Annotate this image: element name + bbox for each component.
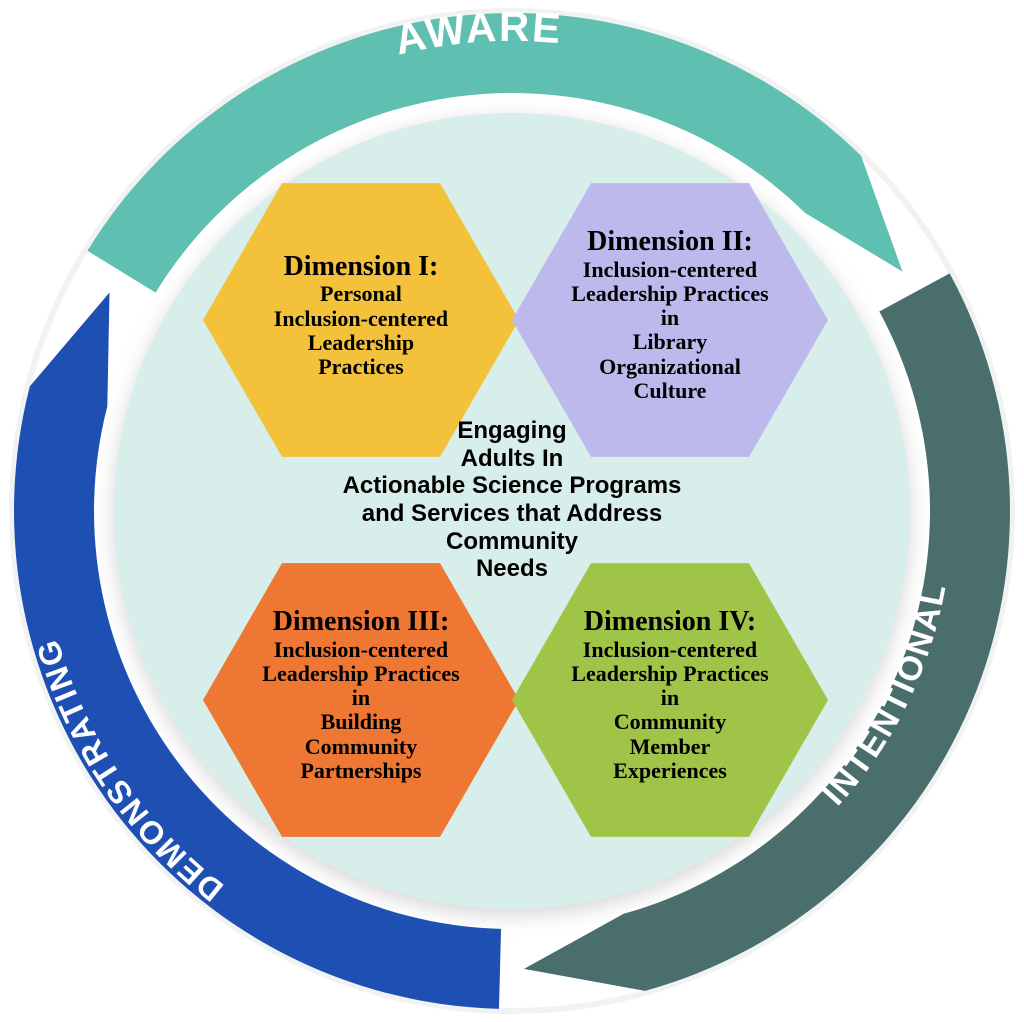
hex-text-dim2: Dimension II:Inclusion-centeredLeadershi… [534, 227, 806, 403]
hex-body-dim1-l1: Inclusion-centered [225, 307, 497, 331]
center-text: EngagingAdults InActionable Science Prog… [302, 417, 722, 583]
center-text-line-3: and Services that Address [302, 500, 722, 528]
center-text-line-5: Needs [302, 555, 722, 583]
hex-body-dim3-l2: in [225, 686, 497, 710]
hex-body-dim4-l5: Experiences [534, 759, 806, 783]
hex-body-dim1-l2: Leadership [225, 331, 497, 355]
hex-title-dim1: Dimension I: [225, 252, 497, 283]
hex-body-dim4-l4: Member [534, 735, 806, 759]
hex-body-dim4-l0: Inclusion-centered [534, 638, 806, 662]
hex-body-dim3-l4: Community [225, 735, 497, 759]
hex-body-dim2-l0: Inclusion-centered [534, 258, 806, 282]
hex-body-dim4-l2: in [534, 686, 806, 710]
hex-body-dim2-l1: Leadership Practices [534, 282, 806, 306]
hex-title-dim4: Dimension IV: [534, 607, 806, 638]
hex-body-dim4-l3: Community [534, 710, 806, 734]
hex-body-dim3-l5: Partnerships [225, 759, 497, 783]
diagram-stage: AWAREINTENTIONALDEMONSTRATING Dimension … [0, 0, 1024, 1022]
hex-body-dim1-l0: Personal [225, 282, 497, 306]
hex-body-dim4-l1: Leadership Practices [534, 662, 806, 686]
center-text-line-0: Engaging [302, 417, 722, 445]
hex-text-dim1: Dimension I:PersonalInclusion-centeredLe… [225, 252, 497, 380]
hex-body-dim3-l0: Inclusion-centered [225, 638, 497, 662]
hex-title-dim2: Dimension II: [534, 227, 806, 258]
hex-body-dim3-l3: Building [225, 710, 497, 734]
hex-text-dim4: Dimension IV:Inclusion-centeredLeadershi… [534, 607, 806, 783]
hex-body-dim3-l1: Leadership Practices [225, 662, 497, 686]
hex-text-dim3: Dimension III:Inclusion-centeredLeadersh… [225, 607, 497, 783]
hex-body-dim2-l4: Organizational [534, 355, 806, 379]
hex-body-dim2-l2: in [534, 306, 806, 330]
hex-body-dim2-l5: Culture [534, 379, 806, 403]
hex-title-dim3: Dimension III: [225, 607, 497, 638]
center-text-line-2: Actionable Science Programs [302, 472, 722, 500]
center-text-line-1: Adults In [302, 445, 722, 473]
center-text-line-4: Community [302, 528, 722, 556]
hex-body-dim1-l3: Practices [225, 355, 497, 379]
hex-body-dim2-l3: Library [534, 330, 806, 354]
